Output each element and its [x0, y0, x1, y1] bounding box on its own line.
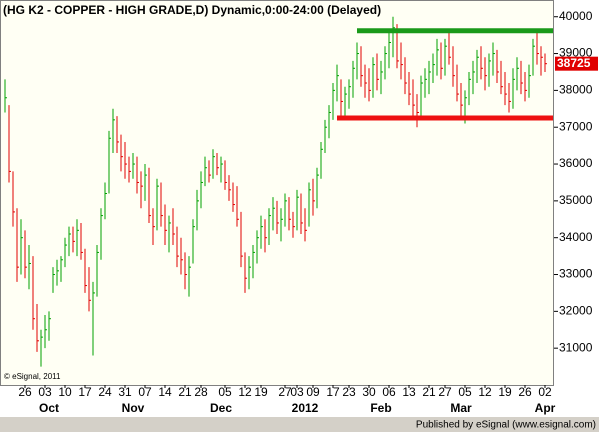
x-tick-label: 26 [518, 385, 532, 399]
y-tick-label: 31000 [559, 340, 593, 354]
y-tick-label: 38000 [559, 83, 593, 97]
x-tick-label: 17 [78, 385, 92, 399]
y-tick-label: 35000 [559, 193, 593, 207]
x-tick-label: 10 [58, 385, 72, 399]
footer-bar [0, 417, 599, 432]
x-tick-label: 05 [458, 385, 472, 399]
x-tick-label: 09 [306, 385, 320, 399]
x-tick-label: 21 [422, 385, 436, 399]
x-group-label: 2012 [292, 401, 319, 415]
plot-area [0, 0, 554, 386]
x-tick-label: 28 [194, 385, 208, 399]
y-tick-label: 33000 [559, 267, 593, 281]
chart-title: (HG K2 - COPPER - HIGH GRADE,D) Dynamic,… [3, 3, 381, 17]
x-tick-label: 05 [218, 385, 232, 399]
x-group-label: Apr [535, 401, 556, 415]
x-tick-label: 06 [382, 385, 396, 399]
x-tick-label: 13 [402, 385, 416, 399]
x-tick-label: 23 [342, 385, 356, 399]
last-value-box [555, 56, 598, 71]
x-tick-label: 26 [18, 385, 32, 399]
x-group-label: Dec [210, 401, 232, 415]
x-tick-label: 12 [478, 385, 492, 399]
x-tick-label: 27 [278, 385, 292, 399]
x-tick-label: 30 [362, 385, 376, 399]
x-group-label: Nov [122, 401, 145, 415]
x-tick-label: 24 [98, 385, 112, 399]
x-tick-label: 21 [178, 385, 192, 399]
x-group-label: Mar [450, 401, 472, 415]
x-tick-label: 03 [290, 385, 304, 399]
x-tick-label: 02 [538, 385, 552, 399]
x-group-label: Feb [370, 401, 391, 415]
watermark: © eSignal, 2011 [4, 372, 61, 381]
x-tick-label: 19 [254, 385, 268, 399]
last-value-label: 38725 [557, 56, 591, 70]
y-tick-label: 40000 [559, 9, 593, 23]
y-tick-label: 36000 [559, 156, 593, 170]
y-tick-label: 34000 [559, 230, 593, 244]
y-tick-label: 39000 [559, 46, 593, 60]
x-tick-label: 17 [326, 385, 340, 399]
x-tick-label: 27 [438, 385, 452, 399]
footer: Published by eSignal (www.esignal.com) [416, 420, 596, 431]
x-tick-label: 31 [118, 385, 132, 399]
x-tick-label: 03 [38, 385, 52, 399]
x-tick-label: 14 [158, 385, 172, 399]
y-tick-label: 32000 [559, 304, 593, 318]
x-group-label: Oct [39, 401, 59, 415]
x-tick-label: 19 [498, 385, 512, 399]
x-tick-label: 12 [238, 385, 252, 399]
x-tick-label: 07 [138, 385, 152, 399]
y-tick-label: 37000 [559, 119, 593, 133]
